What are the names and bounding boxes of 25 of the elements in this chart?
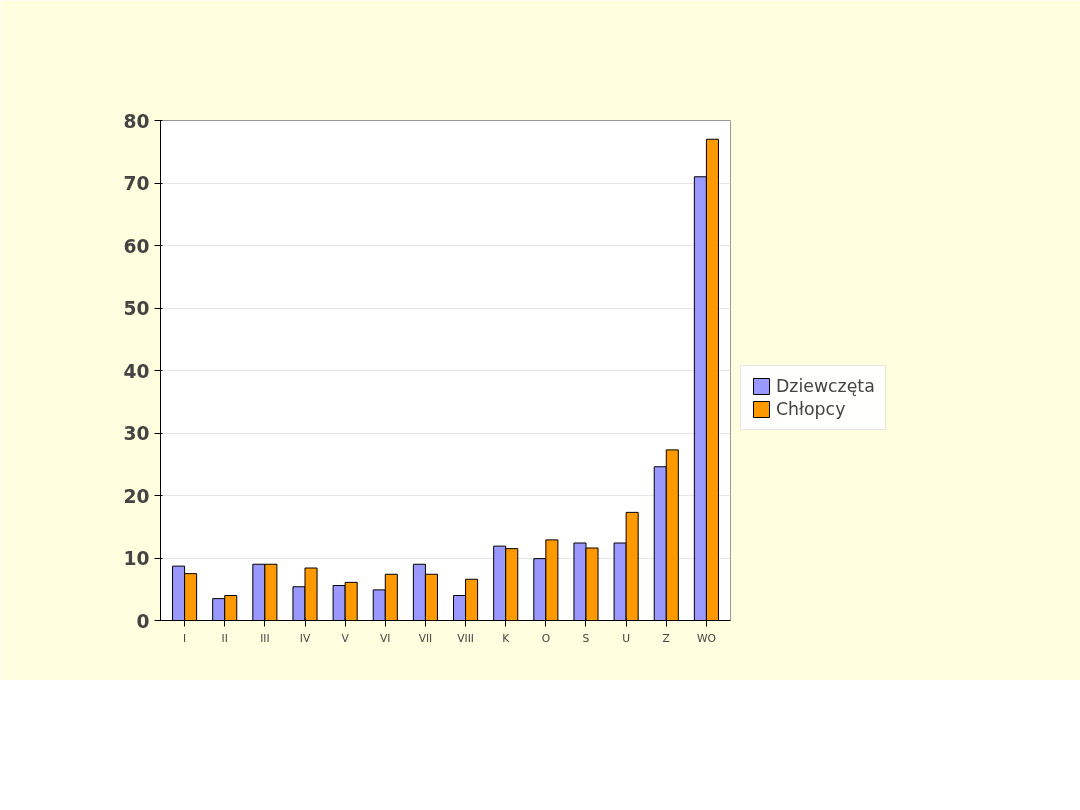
y-tick-label: 30 <box>123 423 150 444</box>
legend-label: Dziewczęta <box>776 376 875 396</box>
legend-label: Chłopcy <box>776 399 846 419</box>
x-tick-label: VII <box>418 631 433 645</box>
x-tick-label: II <box>221 631 228 645</box>
y-tick-label: 80 <box>123 110 150 132</box>
x-tick-label: O <box>541 631 551 645</box>
x-tick-label: Z <box>662 631 670 645</box>
y-tick-label: 0 <box>136 610 150 632</box>
x-tick-label: VIII <box>457 631 474 645</box>
y-tick-label: 60 <box>123 235 150 257</box>
x-tick-label: S <box>582 631 590 645</box>
x-tick-label: V <box>341 631 350 645</box>
x-tick-label: K <box>502 631 511 645</box>
y-tick-label: 20 <box>123 485 150 507</box>
y-tick-label: 70 <box>123 173 150 194</box>
y-tick-label: 50 <box>123 298 150 319</box>
y-tick-label: 10 <box>123 548 150 569</box>
x-tick-label: III <box>260 631 270 645</box>
x-tick-label: I <box>183 631 187 645</box>
x-tick-label: IV <box>299 631 311 645</box>
x-tick-label: WO <box>696 631 716 645</box>
x-tick-label: U <box>622 631 631 645</box>
y-tick-label: 40 <box>123 360 150 382</box>
x-tick-label: VI <box>380 631 391 645</box>
